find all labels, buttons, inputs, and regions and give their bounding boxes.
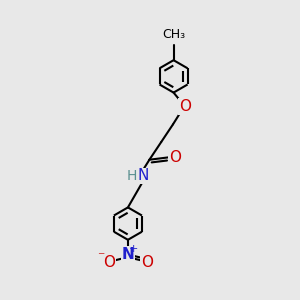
Text: O: O (169, 150, 181, 165)
Text: +: + (129, 244, 139, 254)
Text: N: N (138, 168, 149, 183)
Text: ⁻: ⁻ (97, 250, 104, 265)
Text: CH₃: CH₃ (162, 28, 185, 41)
Text: N: N (122, 247, 134, 262)
Text: O: O (103, 255, 115, 270)
Text: O: O (179, 99, 191, 114)
Text: O: O (141, 255, 153, 270)
Text: H: H (127, 169, 137, 183)
